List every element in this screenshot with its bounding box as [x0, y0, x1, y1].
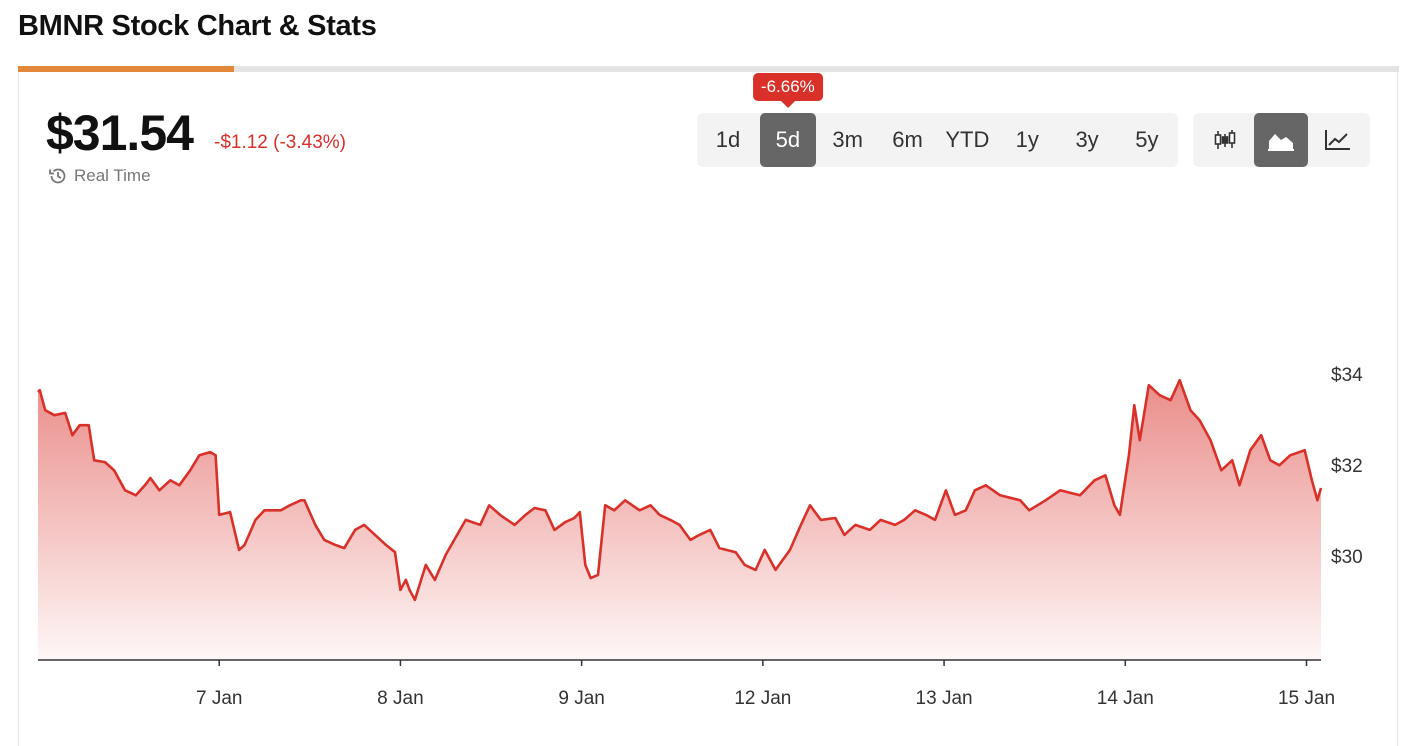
candlestick-button[interactable] — [1198, 113, 1252, 167]
card — [18, 66, 1398, 746]
range-option-label: 6m — [892, 127, 923, 152]
x-tick-label: 8 Jan — [377, 688, 423, 709]
range-option-label: 3m — [832, 127, 863, 152]
period-change-badge: -6.66% — [752, 73, 823, 108]
x-tick-label: 13 Jan — [916, 688, 973, 709]
y-tick-label: $30 — [1331, 547, 1363, 568]
range-option[interactable]: 6m — [880, 113, 936, 167]
range-option-label: 3y — [1075, 127, 1099, 152]
range-option[interactable]: 3y — [1059, 113, 1115, 167]
y-tick-label: $32 — [1331, 456, 1363, 477]
range-option[interactable]: 5d -6.66% — [752, 73, 823, 167]
tab-bar — [18, 66, 1399, 72]
price-change: -$1.12 (-3.43%) — [214, 132, 347, 153]
area-button[interactable] — [1254, 113, 1309, 167]
x-tick-label: 15 Jan — [1278, 688, 1335, 709]
range-option[interactable]: 1y — [999, 113, 1055, 167]
line-button[interactable] — [1311, 113, 1365, 167]
real-time-label: Real Time — [74, 166, 151, 185]
range-option-label: 1d — [715, 127, 741, 152]
range-option-label: YTD — [945, 127, 990, 152]
price-line — [37, 378, 1323, 602]
real-time: Real Time — [48, 166, 151, 186]
range-option[interactable]: 1d — [700, 113, 756, 167]
range-option[interactable]: YTD — [939, 113, 995, 167]
x-tick-label: 14 Jan — [1097, 688, 1154, 709]
range-option-label: 1y — [1015, 127, 1039, 152]
x-tick-label: 7 Jan — [196, 688, 242, 709]
range-selector: 1d 5d -6.66% 3m 6m YTD 1y 3y 5y — [697, 73, 1178, 167]
range-option-label: 5y — [1135, 127, 1159, 152]
range-option-label: 5d — [775, 127, 801, 152]
clock-icon — [49, 168, 66, 184]
x-tick-label: 9 Jan — [558, 688, 604, 709]
range-option[interactable]: 5y — [1119, 113, 1175, 167]
y-tick-label: $34 — [1331, 365, 1363, 386]
page-title: BMNR Stock Chart & Stats — [18, 10, 377, 42]
range-option[interactable]: 3m — [820, 113, 876, 167]
x-tick-label: 12 Jan — [734, 688, 791, 709]
tab-accent — [18, 66, 234, 72]
area-fill — [38, 380, 1321, 660]
price: $31.54 — [46, 105, 194, 161]
chart-type-selector — [1193, 113, 1370, 167]
